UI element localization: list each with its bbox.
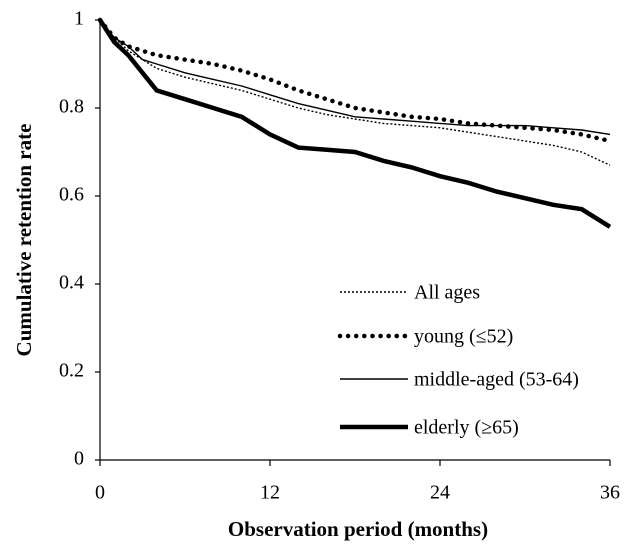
y-tick-label: 0.2 <box>59 360 84 382</box>
legend-label: All ages <box>414 282 480 304</box>
legend-label: elderly (≥65) <box>414 417 519 439</box>
y-tick-label: 0 <box>74 448 84 470</box>
y-tick-label: 0.4 <box>59 272 84 294</box>
series-line <box>99 19 611 136</box>
x-axis-title: Observation period (months) <box>228 517 488 541</box>
y-tick-label: 0.8 <box>59 96 84 118</box>
legend-label: middle-aged (53-64) <box>414 369 579 391</box>
series-line <box>97 17 613 144</box>
x-tick-label: 12 <box>260 482 280 504</box>
x-tick-label: 36 <box>600 482 620 504</box>
x-tick-label: 0 <box>95 482 105 504</box>
x-tick-label: 24 <box>430 482 450 504</box>
series-line <box>98 18 612 229</box>
y-tick-label: 0.6 <box>59 184 84 206</box>
legend-label: young (≤52) <box>414 326 513 348</box>
series-line <box>99 19 611 166</box>
y-axis-title: Cumulative retention rate <box>12 124 36 357</box>
y-tick-label: 1 <box>74 8 84 30</box>
